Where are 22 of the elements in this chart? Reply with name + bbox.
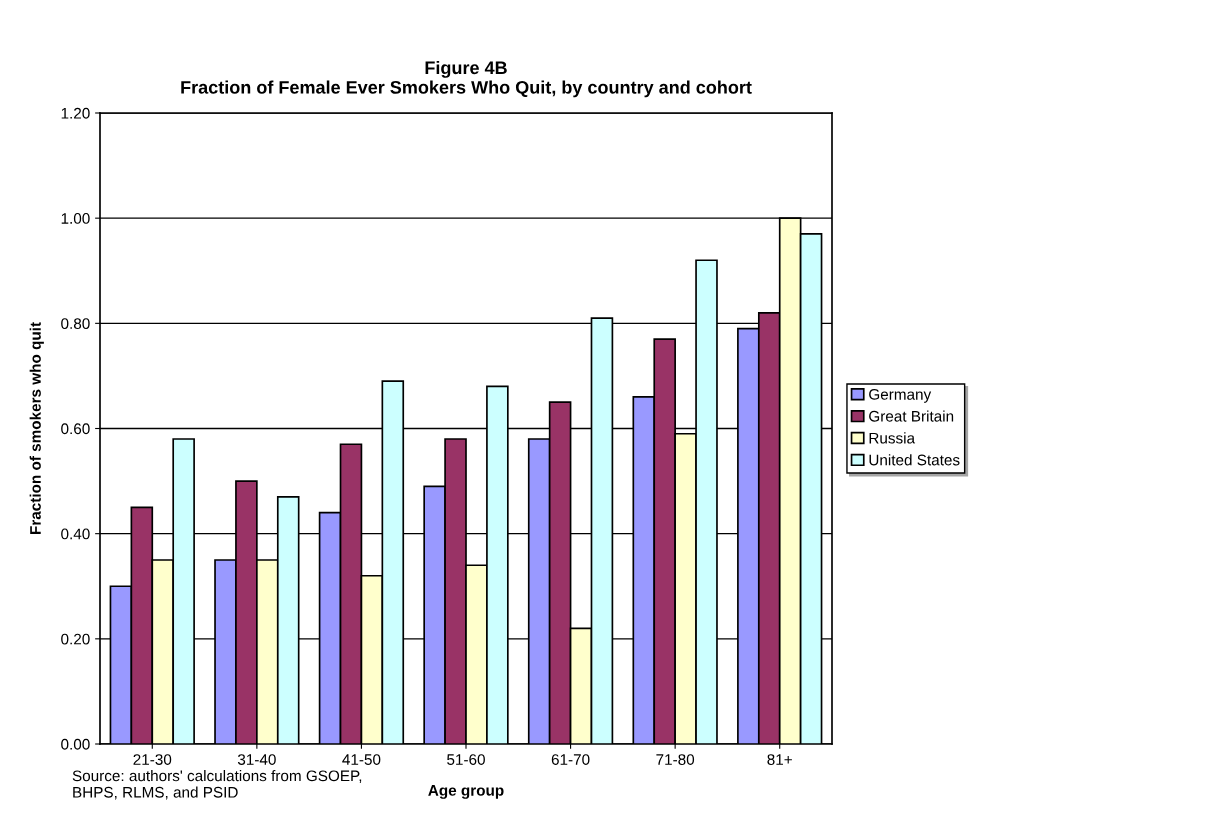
y-tick-label: 0.00 xyxy=(61,738,90,750)
x-tick-label: 41-50 xyxy=(342,754,381,765)
y-axis-title: Fraction of smokers who quit xyxy=(29,322,44,534)
y-tick-label: 0.40 xyxy=(61,528,90,540)
x-tick-label: 21-30 xyxy=(133,754,172,765)
x-tick-label: 31-40 xyxy=(237,754,276,765)
y-tick-label: 1.00 xyxy=(61,213,90,224)
x-tick-label: 51-60 xyxy=(447,754,485,765)
source-note: Source: authors' calculations from GSOEP, BHPS, RLMS, and PSID xyxy=(72,770,362,800)
legend-label: Great Britain xyxy=(869,410,954,422)
y-tick-label: 1.20 xyxy=(61,107,90,119)
x-tick-label: 71-80 xyxy=(656,754,695,765)
x-tick-label: 81+ xyxy=(767,754,792,765)
legend-label: Germany xyxy=(869,388,932,403)
x-axis-title: Age group xyxy=(428,785,504,799)
x-tick-label: 61-70 xyxy=(551,754,590,765)
y-tick-label: 0.60 xyxy=(61,423,90,435)
y-tick-label: 0.20 xyxy=(61,633,90,645)
y-tick-label: 0.80 xyxy=(61,318,90,330)
legend-label: United States xyxy=(869,454,960,466)
legend-label: Russia xyxy=(869,432,916,444)
chart-title: Figure 4B Fraction of Female Ever Smokers Who Quit, by country and cohort xyxy=(181,60,752,98)
